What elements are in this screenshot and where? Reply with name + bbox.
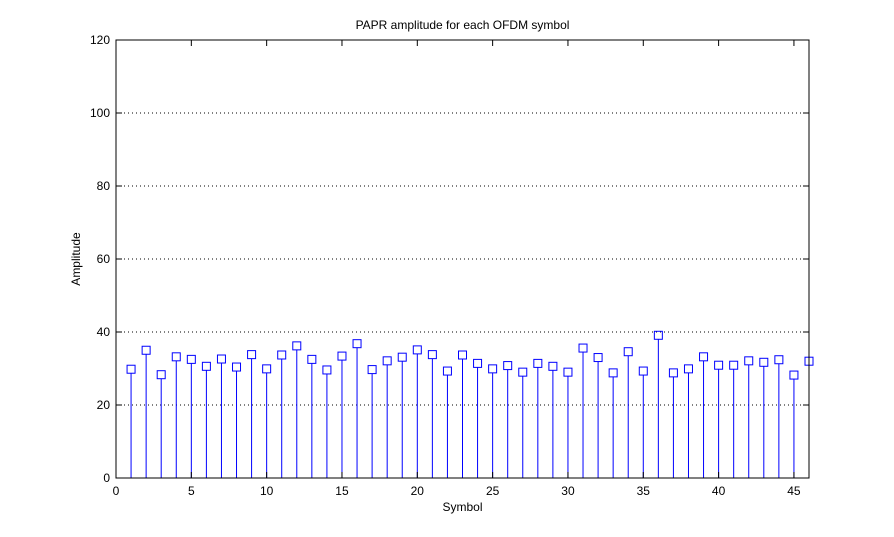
stem-marker [759, 357, 769, 367]
stem-marker [458, 350, 467, 360]
x-tick-label: 20 [411, 484, 425, 498]
x-tick-label: 5 [188, 484, 195, 498]
stem-marker [744, 356, 754, 366]
stem-marker [563, 367, 573, 377]
x-tick-label: 15 [335, 484, 349, 498]
stem-marker [156, 370, 166, 380]
y-tick-label: 40 [97, 325, 111, 339]
stem-marker [548, 361, 558, 371]
x-tick-label: 45 [787, 484, 801, 498]
x-axis-label: Symbol [442, 500, 482, 514]
stem-marker [578, 343, 588, 353]
y-tick-label: 80 [97, 179, 111, 193]
stem-marker [412, 345, 422, 355]
x-tick-label: 40 [712, 484, 726, 498]
y-tick-label: 100 [90, 106, 110, 120]
stem-marker [653, 330, 663, 340]
stem-marker [683, 364, 693, 374]
y-tick-label: 120 [90, 33, 110, 47]
stem-marker [442, 366, 452, 376]
stem-marker [427, 350, 437, 360]
stem-marker [608, 368, 618, 378]
x-tick-label: 30 [561, 484, 575, 498]
stem-marker [292, 341, 302, 351]
stem-marker [277, 350, 287, 360]
stem-marker [232, 362, 242, 372]
stem-marker [216, 354, 226, 364]
stem-marker [141, 345, 151, 355]
x-tick-label: 10 [260, 484, 274, 498]
x-tick-label: 35 [637, 484, 651, 498]
x-axis-ticks: 0 5 10 15 20 25 30 35 40 45 [113, 40, 801, 498]
stem-marker [789, 370, 799, 380]
stem-marker [714, 360, 724, 370]
stem-marker [503, 361, 513, 371]
y-axis-label: Amplitude [69, 232, 83, 286]
stem-marker [201, 361, 211, 371]
stem-marker [473, 358, 483, 368]
x-tick-label: 0 [113, 484, 120, 498]
stem-marker [367, 365, 377, 375]
stem-marker [729, 360, 739, 370]
y-tick-label: 20 [97, 398, 111, 412]
stem-marker [382, 356, 392, 366]
stem-marker [171, 352, 181, 362]
stem-marker [623, 347, 633, 357]
stem-marker [397, 352, 407, 362]
stem-marker [518, 367, 528, 377]
stem-marker [247, 350, 257, 360]
stem-marker [699, 352, 709, 362]
stem-marker [126, 364, 136, 374]
chart-title: PAPR amplitude for each OFDM symbol [356, 18, 570, 32]
stem-marker [262, 364, 272, 374]
y-axis-ticks: 0 20 40 60 80 100 120 [90, 33, 809, 485]
y-tick-label: 60 [97, 252, 111, 266]
stem-marker [322, 365, 332, 375]
stem-marker [593, 353, 603, 363]
stem-series [126, 330, 814, 478]
stem-marker [488, 364, 498, 374]
stem-marker [307, 354, 317, 364]
y-tick-label: 0 [103, 471, 110, 485]
x-tick-label: 25 [486, 484, 500, 498]
stem-marker [337, 351, 347, 361]
stem-marker [186, 354, 196, 364]
stem-marker [533, 358, 543, 368]
stem-marker [774, 355, 784, 365]
stem-marker [638, 366, 648, 376]
stem-marker [668, 368, 678, 378]
stem-marker [352, 339, 362, 349]
